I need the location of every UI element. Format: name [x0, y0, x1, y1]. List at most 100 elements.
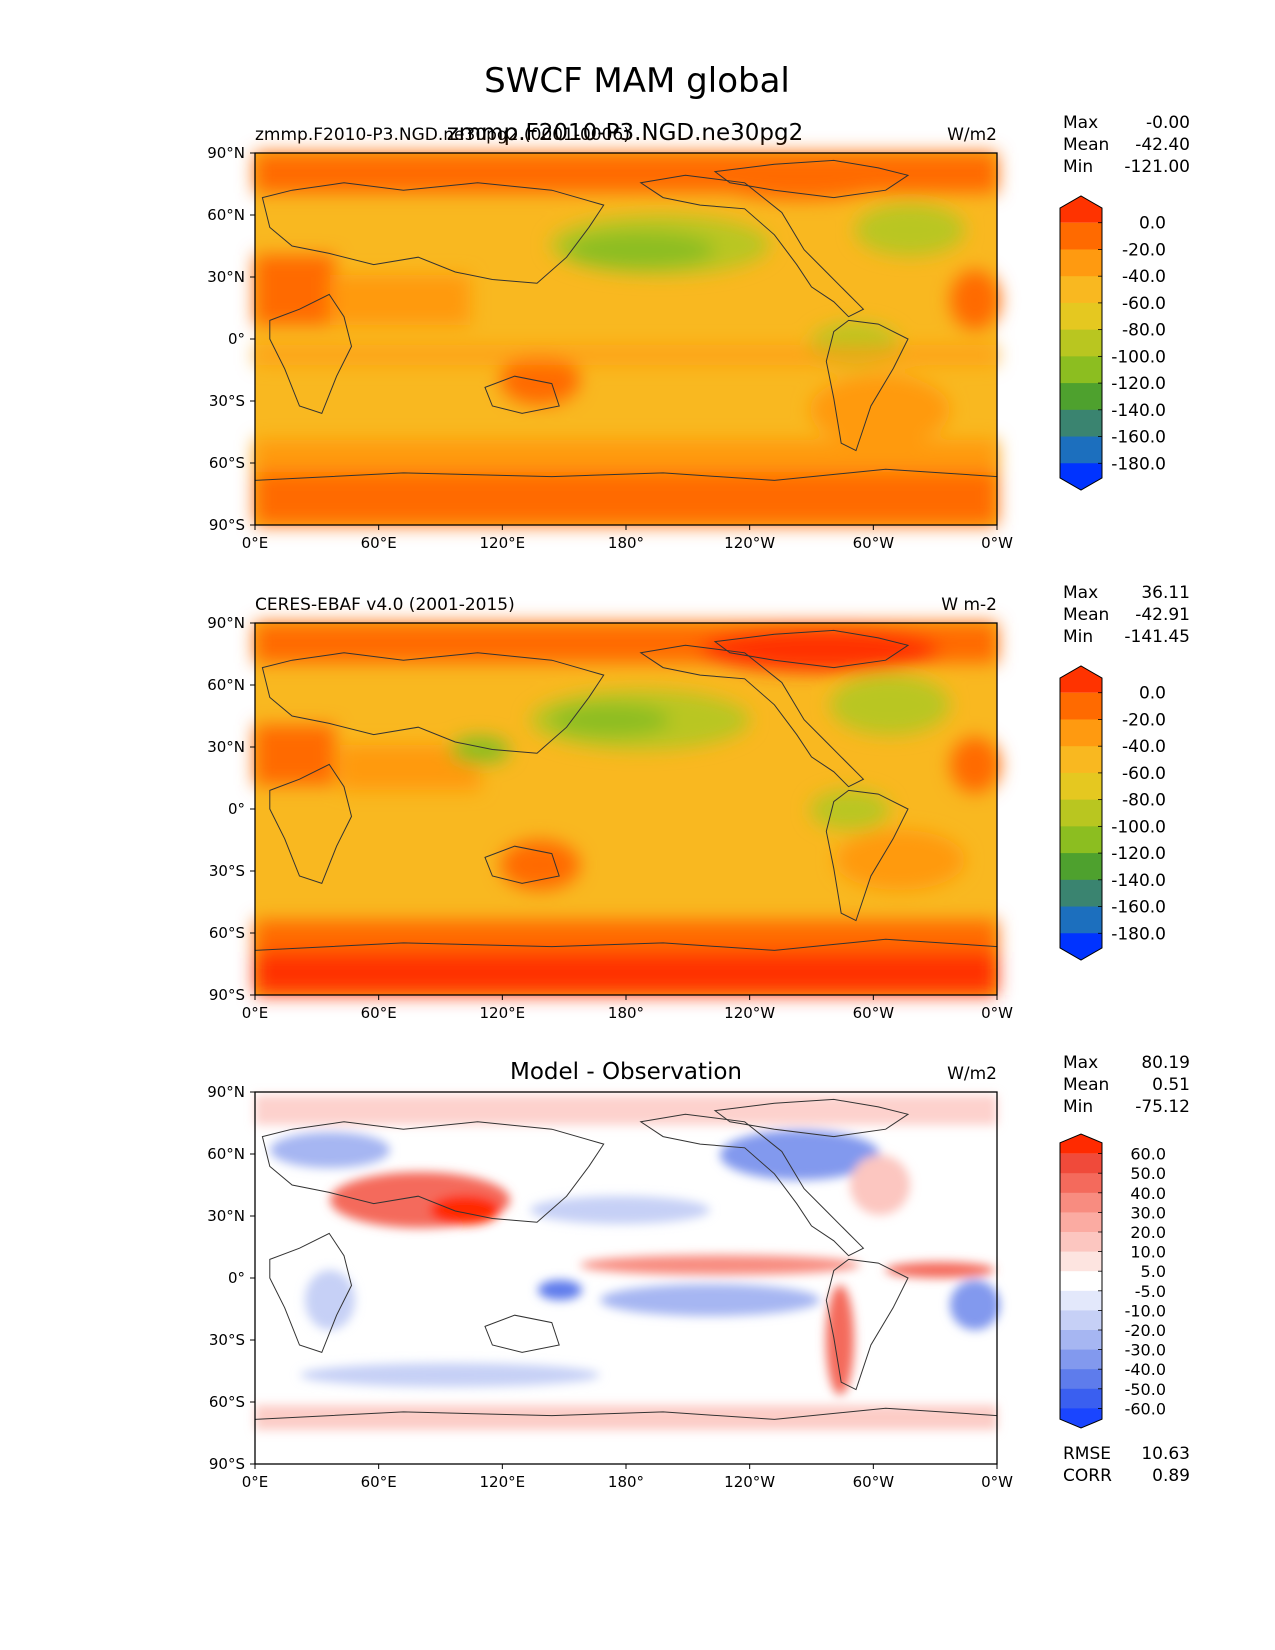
lat-tick-label: 60°S	[209, 924, 245, 942]
stat-label: CORR	[1063, 1466, 1112, 1486]
map-field	[255, 623, 1000, 995]
lon-tick-label: 120°W	[724, 1473, 775, 1491]
lon-tick-label: 180°	[608, 1004, 644, 1022]
colorbar-label: -60.0	[1122, 764, 1166, 784]
map-axes: 90°N 60°N 30°N 0° 30°S 60°S 90°S0°E 60°E 120°E 18…	[207, 1083, 1013, 1491]
colorbar-swatch	[1060, 302, 1102, 331]
lat-tick-label: 90°S	[209, 516, 245, 534]
colorbar-extend-bottom	[1060, 1408, 1102, 1428]
colorbar-label: 30.0	[1130, 1203, 1166, 1222]
coastline	[261, 182, 605, 284]
colorbar: 0.0 -20.0 -40.0 -60.0 -80.0 -100.0 -120.0 -140.…	[1059, 195, 1166, 491]
stat-label: Min	[1063, 157, 1093, 177]
lat-tick-label: 30°S	[209, 862, 245, 880]
map-field	[255, 1095, 1000, 1430]
colorbar-swatch	[1060, 1173, 1102, 1194]
coastline	[254, 1407, 998, 1420]
map-axes-layer: 90°N60°N30°N0°30°S60°S90°S0°E 60°E 120°E 18…	[207, 144, 1013, 1491]
lat-tick-label: 90°N	[207, 1083, 245, 1101]
lat-tick-label: 90°S	[209, 986, 245, 1004]
coastline	[269, 293, 353, 415]
lon-tick-label: 120°E	[480, 534, 526, 552]
colorbar-label: -50.0	[1125, 1380, 1166, 1399]
colorbar-label: -100.0	[1111, 817, 1166, 837]
coastline	[713, 159, 910, 199]
stat-value: -0.00	[1146, 113, 1190, 133]
stat-value: 10.63	[1141, 1444, 1190, 1464]
colorbar-outline	[1059, 665, 1103, 961]
lon-tick-label: 180°	[608, 1473, 644, 1491]
lat-tick-label: 90°N	[207, 144, 245, 162]
coastline	[825, 789, 909, 922]
coastline	[261, 652, 605, 754]
lat-tick-label: 60°S	[209, 454, 245, 472]
colorbar-swatch	[1060, 719, 1102, 747]
colorbar-extend-bottom	[1060, 933, 1102, 960]
colorbar: 60.050.040.030.020.010.05.0-5.0-10.0-20.…	[1059, 1133, 1166, 1429]
colorbar-label: -120.0	[1111, 844, 1166, 864]
map-frame	[255, 153, 1000, 525]
colorbar-label: -10.0	[1125, 1301, 1166, 1320]
colorbar-swatch	[1060, 692, 1102, 720]
stat-label: Max	[1063, 113, 1098, 133]
stat-label: Mean	[1063, 135, 1109, 155]
lat-tick-label: 30°N	[207, 738, 245, 756]
colorbar-label: -5.0	[1135, 1282, 1166, 1301]
colorbar: 0.0 -20.0 -40.0 -60.0 -80.0 -100.0 -120.0 -140.…	[1059, 665, 1166, 961]
colorbar-label: -20.0	[1122, 240, 1166, 260]
colorbar-swatch	[1060, 329, 1102, 357]
colorbar-swatch	[1060, 409, 1102, 438]
colorbar-swatch	[1060, 772, 1102, 801]
stats-block: Max -0.00 Mean -42.40 Min -121.00	[1063, 113, 1190, 177]
panel-left-title: CERES-EBAF v4.0 (2001-2015)	[255, 595, 515, 615]
colorbar-swatch	[1060, 906, 1102, 934]
colorbar-outline	[1059, 1133, 1103, 1429]
colorbar-swatch	[1060, 1310, 1102, 1331]
colorbar-label: -60.0	[1125, 1399, 1166, 1418]
stat-value: 80.19	[1141, 1053, 1190, 1073]
stat-label: RMSE	[1063, 1444, 1111, 1464]
lon-tick-label: 60°E	[361, 534, 397, 552]
colorbar-label: -180.0	[1111, 454, 1166, 474]
lon-tick-label: 0°W	[981, 534, 1013, 552]
colorbar-swatch	[1060, 1349, 1102, 1370]
lat-tick-label: 0°	[228, 330, 245, 348]
map-field	[255, 153, 1000, 525]
lon-tick-label: 60°W	[853, 1004, 895, 1022]
lat-tick-label: 90°S	[209, 1455, 245, 1473]
lon-tick-label: 180°	[608, 534, 644, 552]
coastline	[269, 1232, 353, 1354]
stat-value: -75.12	[1135, 1097, 1190, 1117]
coastline	[713, 1098, 910, 1138]
lon-tick-label: 120°W	[724, 1004, 775, 1022]
colorbar-label: 0.0	[1139, 214, 1166, 234]
colorbar-swatch	[1060, 1212, 1102, 1233]
panel-model: zmmp.F2010-P3.NGD.ne30pg2 (0001-0006) zm…	[255, 120, 1000, 525]
colorbar-extend-top	[1060, 666, 1102, 693]
lon-tick-label: 120°E	[480, 1004, 526, 1022]
panel-difference: Model - Observation W/m2	[255, 1059, 1000, 1464]
colorbar-label: -40.0	[1122, 267, 1166, 287]
stats-block: Max 80.19 Mean 0.51 Min -75.12 RMSE 10.63 CORR 0.…	[1063, 1053, 1190, 1486]
colorbar-label: -80.0	[1122, 791, 1166, 811]
coastline	[484, 845, 560, 884]
coastline	[639, 1113, 865, 1257]
colorbar-swatch	[1060, 1290, 1102, 1311]
coastline	[639, 644, 865, 788]
lat-tick-label: 30°N	[207, 1207, 245, 1225]
lon-tick-label: 0°E	[242, 534, 269, 552]
lat-tick-label: 60°S	[209, 1393, 245, 1411]
colorbar-label: -60.0	[1122, 294, 1166, 314]
colorbar-swatch	[1060, 383, 1102, 411]
stat-label: Min	[1063, 1097, 1093, 1117]
coastline	[269, 763, 353, 885]
lat-tick-label: 0°	[228, 800, 245, 818]
coastline	[713, 629, 910, 669]
map-axes: 90°N 60°N 30°N 0° 30°S 60°S 90°S0°E 60°E 120°E 18…	[207, 144, 1013, 552]
lat-tick-label: 90°N	[207, 614, 245, 632]
coastline	[639, 174, 865, 318]
map-axes: 90°N 60°N 30°N 0° 30°S 60°S 90°S0°E 60°E 120°E 18…	[207, 614, 1013, 1022]
colorbar-label: 5.0	[1141, 1262, 1166, 1281]
stat-value: 0.51	[1152, 1075, 1190, 1095]
